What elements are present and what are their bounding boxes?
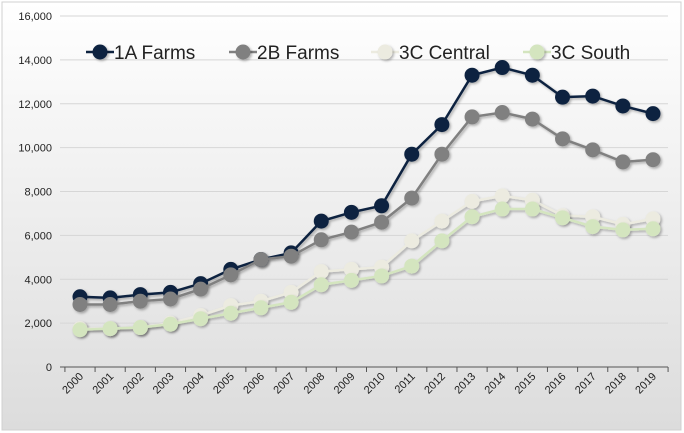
data-point [72, 322, 88, 338]
data-point [555, 210, 571, 226]
legend-label: 3C Central [399, 43, 490, 64]
data-point [313, 264, 329, 280]
data-point [72, 296, 88, 312]
legend-marker [377, 44, 393, 60]
data-point [555, 89, 571, 105]
data-point [343, 224, 359, 240]
data-point [494, 201, 510, 217]
data-point [223, 267, 239, 283]
data-point [434, 117, 450, 133]
legend-marker [529, 44, 545, 60]
legend-label: 3C South [551, 43, 630, 64]
data-point [313, 213, 329, 229]
data-point [313, 277, 329, 293]
data-point [132, 293, 148, 309]
legend-label: 2B Farms [257, 43, 339, 64]
data-point [524, 201, 540, 217]
data-point [193, 281, 209, 297]
data-point [524, 111, 540, 127]
data-point [313, 232, 329, 248]
data-point [343, 204, 359, 220]
data-point [645, 106, 661, 122]
data-point [585, 219, 601, 235]
data-point [645, 221, 661, 237]
data-point [585, 88, 601, 104]
data-point [464, 193, 480, 209]
data-point [102, 296, 118, 312]
legend-marker [235, 44, 251, 60]
data-point [615, 154, 631, 170]
data-point [464, 109, 480, 125]
data-point [434, 146, 450, 162]
data-point [253, 252, 269, 268]
data-point [404, 146, 420, 162]
data-point [404, 190, 420, 206]
data-point [494, 105, 510, 121]
data-point [193, 311, 209, 327]
y-tick-label: 14,000 [18, 55, 52, 67]
y-tick-label: 2,000 [24, 318, 52, 330]
data-point [162, 316, 178, 332]
data-point [374, 214, 390, 230]
legend-label: 1A Farms [114, 43, 195, 64]
y-tick-label: 4,000 [24, 274, 52, 286]
data-point [434, 213, 450, 229]
data-point [524, 67, 540, 83]
y-tick-label: 10,000 [18, 143, 52, 155]
data-point [283, 248, 299, 264]
y-tick-label: 0 [46, 362, 52, 374]
series-3c-south [72, 201, 661, 338]
data-point [555, 131, 571, 147]
data-point [343, 261, 359, 277]
data-point [585, 142, 601, 158]
data-point [645, 152, 661, 168]
data-point [464, 67, 480, 83]
y-tick-label: 12,000 [18, 99, 52, 111]
data-point [615, 98, 631, 114]
data-point [283, 294, 299, 310]
data-point [434, 233, 450, 249]
data-point [404, 258, 420, 274]
y-tick-label: 6,000 [24, 230, 52, 242]
y-tick-label: 16,000 [18, 11, 52, 23]
data-point [102, 321, 118, 337]
data-point [253, 300, 269, 316]
data-point [494, 188, 510, 204]
data-point [615, 222, 631, 238]
y-tick-label: 8,000 [24, 187, 52, 199]
data-point [494, 60, 510, 76]
data-point [374, 268, 390, 284]
data-point [162, 291, 178, 307]
legend-marker [92, 44, 108, 60]
data-point [343, 272, 359, 288]
data-point [374, 198, 390, 214]
data-point [223, 305, 239, 321]
data-point [404, 233, 420, 249]
data-point [132, 320, 148, 336]
series-2b-farms [72, 105, 661, 312]
data-point [464, 209, 480, 225]
